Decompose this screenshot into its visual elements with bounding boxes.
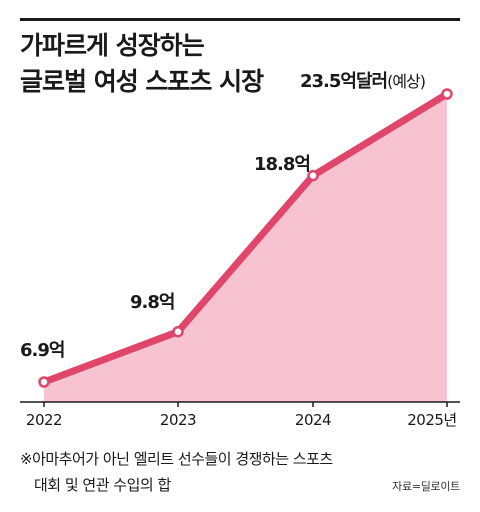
x-tick-label: 2022 xyxy=(26,411,62,429)
data-label: 6.9억 xyxy=(20,340,64,361)
x-tick-label: 2024 xyxy=(295,411,331,429)
data-point xyxy=(38,376,50,388)
data-label: 9.8억 xyxy=(130,292,174,313)
footnote-line2: 대회 및 연관 수입의 합 xyxy=(34,476,171,494)
data-label-suffix: (예상) xyxy=(387,72,425,91)
x-tick-label: 2025년 xyxy=(407,411,456,429)
data-point xyxy=(172,325,184,338)
source-credit: 자료=딜로이트 xyxy=(392,480,460,493)
chart-title-line1: 가파르게 성장하는 xyxy=(20,31,205,60)
data-label: 18.8억 xyxy=(254,154,310,175)
footnote-line1: ※아마추어가 아닌 엘리트 선수들이 경쟁하는 스포츠 xyxy=(20,450,333,468)
data-point xyxy=(441,88,453,100)
series-line xyxy=(40,90,451,386)
chart-title-line2: 글로벌 여성 스포츠 시장 xyxy=(20,67,264,96)
top-rule xyxy=(20,18,460,21)
chart-title: 가파르게 성장하는 글로벌 여성 스포츠 시장 xyxy=(20,28,264,100)
area-fill xyxy=(44,94,447,402)
area-chart: 2022 2023 2024 2025년 6.9억 9.8억 18.8억 23.5억달러(예상… xyxy=(20,71,460,429)
data-label: 23.5억달러(예상) xyxy=(300,71,425,92)
footnote: ※아마추어가 아닌 엘리트 선수들이 경쟁하는 스포츠 대회 및 연관 수입의 … xyxy=(20,446,333,498)
data-point xyxy=(307,169,319,182)
x-tick-label: 2023 xyxy=(160,411,196,429)
